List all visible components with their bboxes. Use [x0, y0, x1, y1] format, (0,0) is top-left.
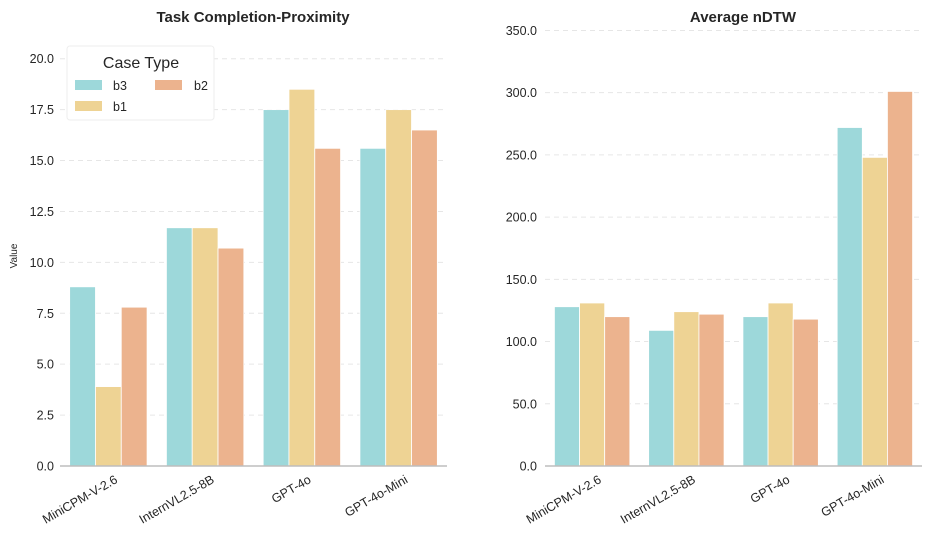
legend: Case Type b3 b2 b1	[66, 45, 215, 121]
bar-b1-2	[288, 88, 316, 467]
y-tick-label: 350.0	[506, 24, 537, 38]
x-tick-label: GPT-4o	[269, 472, 313, 506]
y-tick-label: 15.0	[30, 154, 54, 168]
legend-label-b2: b2	[194, 79, 208, 93]
legend-frame	[66, 45, 215, 121]
bar-b2-1	[217, 247, 245, 467]
bar-b3-0	[554, 306, 580, 467]
y-tick-label: 100.0	[506, 335, 537, 349]
chart-panel-1: Task Completion-Proximity 0.0 2.5 5.0 7.5 10.…	[9, 9, 447, 527]
y-tick-label: 0.0	[520, 460, 537, 474]
bar-b2-2	[314, 147, 341, 467]
bar-b3-3	[836, 127, 863, 467]
y-tick-label: 0.0	[37, 460, 54, 474]
y-tick-label: 200.0	[506, 211, 537, 225]
x-tick-label: GPT-4o-Mini	[342, 472, 410, 519]
x-tick-label: InternVL2.5-8B	[137, 472, 217, 526]
bar-b2-3	[887, 91, 913, 467]
legend-title: Case Type	[103, 55, 179, 72]
bar-b2-0	[604, 316, 631, 467]
bar-b3-0	[69, 286, 96, 467]
chart-title: Task Completion-Proximity	[156, 9, 350, 26]
bar-b1-1	[673, 311, 700, 467]
bar-b3-1	[166, 227, 193, 467]
y-tick-label: 20.0	[30, 52, 54, 66]
bar-b1-0	[579, 302, 606, 467]
bar-b3-3	[359, 147, 387, 467]
bar-b1-3	[385, 109, 412, 467]
legend-swatch-b3	[75, 80, 102, 90]
bar-b2-2	[792, 318, 819, 467]
y-tick-label: 250.0	[506, 148, 537, 162]
y-axis-label: Value	[9, 243, 20, 268]
bar-b2-3	[411, 129, 438, 467]
bar-b1-1	[191, 227, 219, 467]
y-tick-label: 17.5	[30, 103, 54, 117]
x-tick-label: MiniCPM-V-2.6	[40, 472, 120, 526]
y-tick-label: 7.5	[37, 307, 54, 321]
y-tick-label: 12.5	[30, 205, 54, 219]
y-tick-label: 50.0	[513, 397, 537, 411]
legend-label-b3: b3	[113, 79, 127, 93]
chart-panel-2: Average nDTW 0.0 50.0 100.0 150.0 200.0 250.0 3…	[506, 9, 922, 527]
bar-b3-2	[742, 316, 769, 467]
y-tick-label: 150.0	[506, 273, 537, 287]
legend-label-b1: b1	[113, 100, 127, 114]
x-tick-label: GPT-4o	[748, 472, 792, 506]
bar-b3-2	[262, 109, 290, 467]
x-tick-label: GPT-4o-Mini	[819, 472, 887, 519]
legend-swatch-b2	[155, 80, 182, 90]
x-tick-label: MiniCPM-V-2.6	[524, 472, 604, 526]
bar-b1-3	[861, 156, 888, 467]
bar-b3-1	[648, 329, 675, 467]
x-tick-label: InternVL2.5-8B	[618, 472, 698, 526]
bar-b1-0	[95, 386, 122, 467]
bar-b2-0	[120, 306, 148, 467]
bar-b1-2	[767, 302, 794, 467]
bar-b2-1	[698, 313, 725, 467]
y-tick-label: 300.0	[506, 86, 537, 100]
chart-title: Average nDTW	[690, 9, 797, 26]
y-tick-label: 10.0	[30, 256, 54, 270]
y-tick-label: 5.0	[37, 358, 54, 372]
y-tick-label: 2.5	[37, 409, 54, 423]
legend-swatch-b1	[75, 101, 102, 111]
